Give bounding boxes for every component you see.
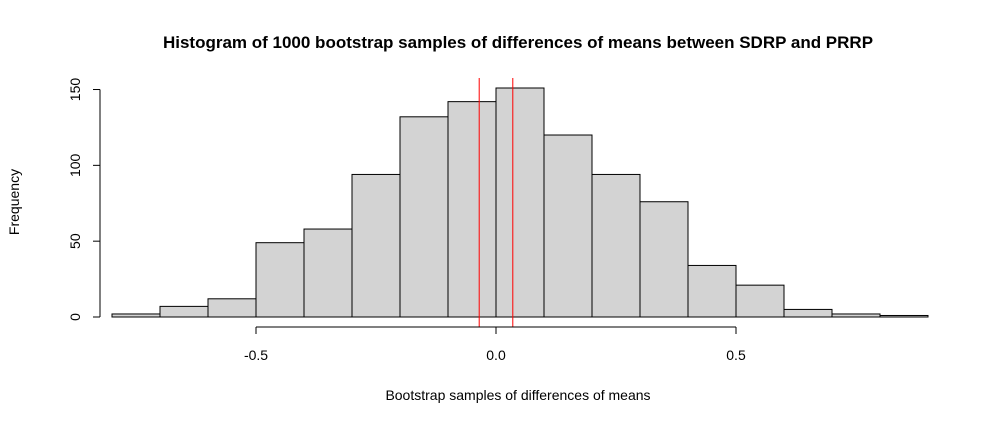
histogram-bar <box>879 314 929 318</box>
reference-lines-group <box>478 78 514 327</box>
histogram-bar <box>495 87 545 318</box>
y-axis: 0 50 100 150 <box>67 78 101 321</box>
x-axis: -0.5 0.0 0.5 <box>244 326 746 363</box>
histogram-bar <box>159 305 209 318</box>
x-tick-label: 0.5 <box>726 347 746 363</box>
histogram-bar <box>303 228 353 318</box>
histogram-bar <box>399 116 449 318</box>
chart-title: Histogram of 1000 bootstrap samples of d… <box>163 33 873 52</box>
histogram-bar <box>207 298 257 318</box>
histogram-bar <box>639 201 689 318</box>
histogram-bar <box>255 242 305 318</box>
bars-group <box>111 87 929 318</box>
histogram-bar <box>735 284 785 318</box>
histogram-bar <box>687 264 737 318</box>
y-tick-label: 100 <box>67 153 83 177</box>
histogram-bar <box>783 308 833 318</box>
histogram-bar <box>447 101 497 318</box>
histogram-bar <box>543 134 593 318</box>
x-axis-label: Bootstrap samples of differences of mean… <box>385 387 650 403</box>
x-tick-label: -0.5 <box>244 347 268 363</box>
x-tick-label: 0.0 <box>486 347 506 363</box>
y-axis-label: Frequency <box>6 169 22 235</box>
histogram-bar <box>591 173 641 318</box>
y-tick-label: 50 <box>67 233 83 249</box>
histogram-bar <box>351 173 401 318</box>
y-tick-label: 0 <box>67 313 83 321</box>
histogram-bar <box>111 313 161 318</box>
histogram-bar <box>831 313 881 318</box>
y-tick-label: 150 <box>67 78 83 102</box>
